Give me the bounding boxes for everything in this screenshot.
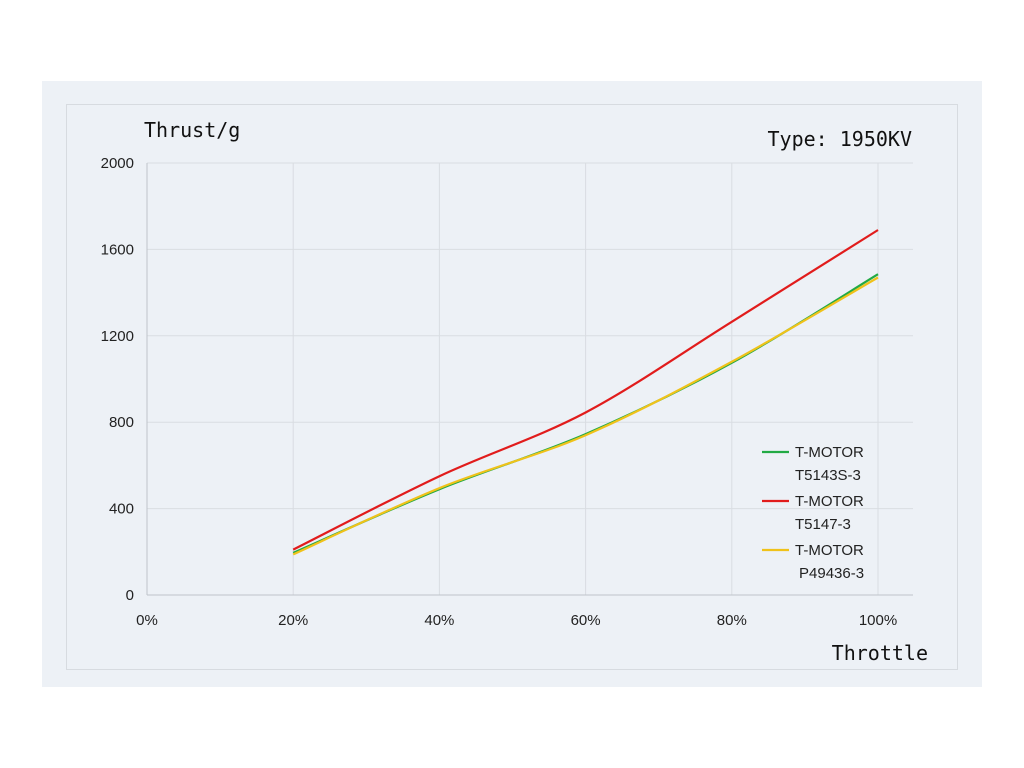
x-tick-label: 80% [717,612,747,629]
y-tick-label: 400 [109,501,134,518]
chart-frame [66,104,958,670]
y-tick-label: 1600 [101,241,134,258]
series-line [292,229,879,551]
legend-label: T-MOTOR [795,493,864,510]
y-tick-label: 0 [126,587,134,604]
y-tick-label: 1200 [101,328,134,345]
legend: T-MOTOR T5143S-3 T-MOTOR T5147-3 T-MOTOR P494… [762,444,864,582]
x-tick-label: 20% [278,612,308,629]
legend-label: T5143S-3 [795,467,861,484]
y-tick-label: 800 [109,414,134,431]
legend-label: T-MOTOR [795,444,864,461]
x-tick-label: 100% [859,612,897,629]
legend-label: T5147-3 [795,516,851,533]
chart-title: Type: 1950KV [768,127,913,151]
axes-layer: 0 400 800 1200 1600 2000 0% 20% 40% 60% 80% 100% [101,155,913,629]
y-tick-label: 2000 [101,155,134,172]
y-axis-title: Thrust/g [144,118,240,142]
grid-layer [147,162,913,595]
series-line [292,276,879,556]
x-tick-label: 0% [136,612,158,629]
x-axis-title: Throttle [832,641,928,665]
series-layer [292,229,879,556]
x-tick-label: 60% [571,612,601,629]
legend-label: P49436-3 [799,565,864,582]
x-tick-label: 40% [424,612,454,629]
legend-label: T-MOTOR [795,542,864,559]
